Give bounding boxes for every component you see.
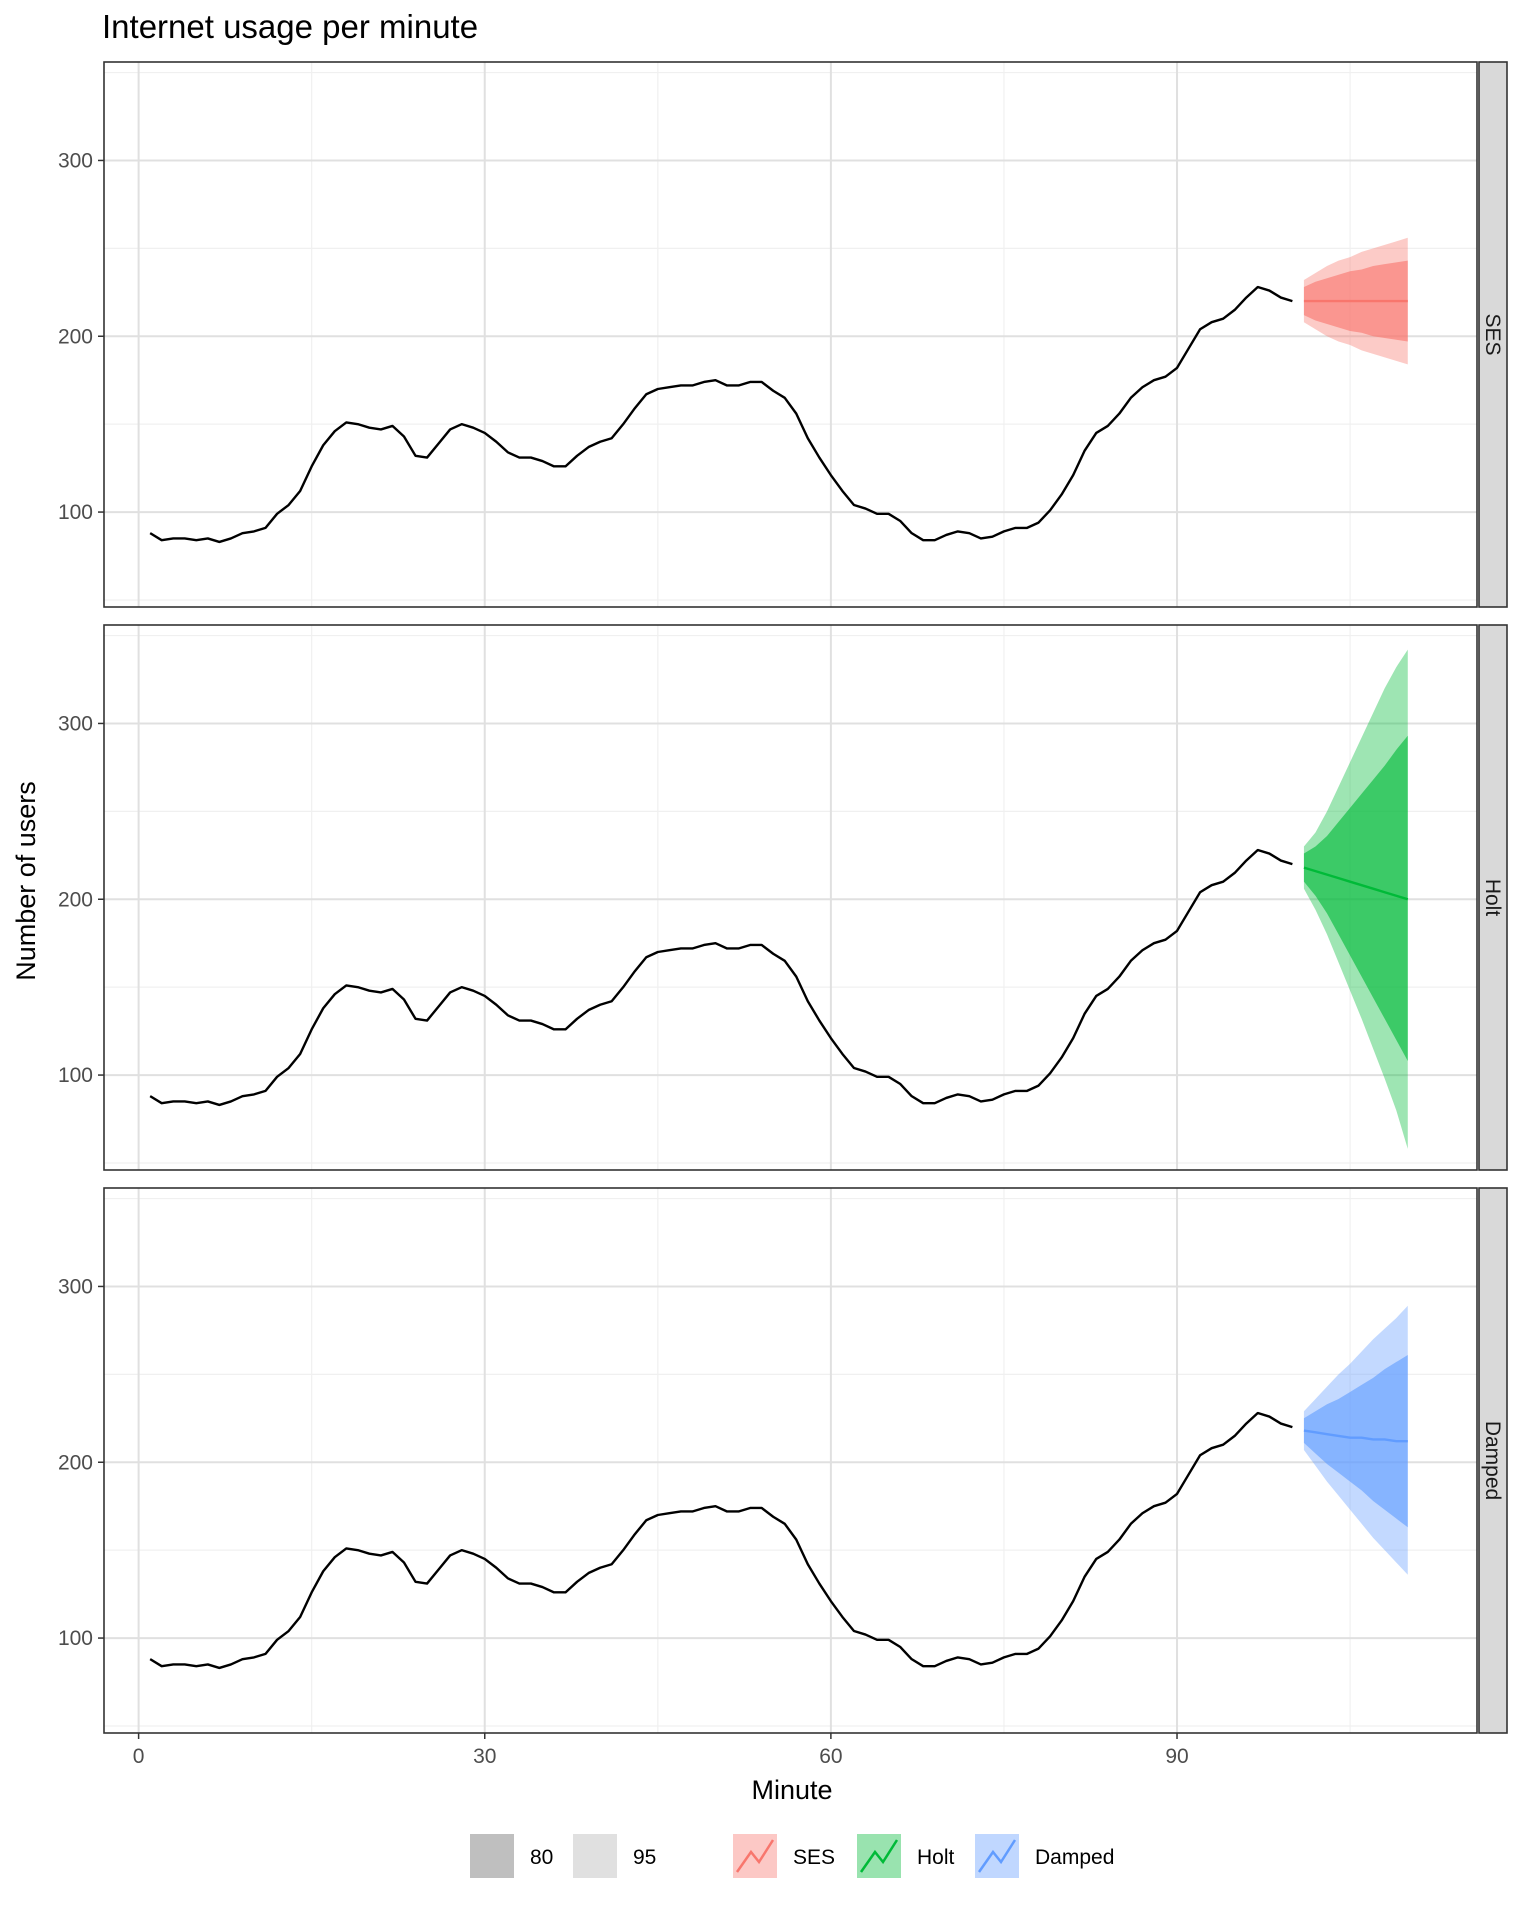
x-tick-label: 0 xyxy=(133,1745,145,1768)
facet-label: Damped xyxy=(1481,1421,1504,1500)
y-tick-label: 100 xyxy=(58,501,93,524)
y-axis-title: Number of users xyxy=(11,781,41,981)
y-tick-label: 200 xyxy=(58,888,93,911)
y-tick-label: 300 xyxy=(58,712,93,735)
x-tick-label: 30 xyxy=(473,1745,496,1768)
facet-panels: 100 200 300 SES 100 200 300 Holt 100 200 300 Damped xyxy=(58,61,1508,1734)
legend-label-series: SES xyxy=(793,1846,835,1869)
panel-background xyxy=(104,62,1477,607)
x-tick-label: 60 xyxy=(819,1745,842,1768)
observed-line xyxy=(149,848,1293,1107)
legend-key-holt xyxy=(857,1834,901,1878)
legend-label-series: Damped xyxy=(1035,1846,1114,1869)
y-tick-label: 200 xyxy=(58,325,93,348)
panel-ses: 100 200 300 SES xyxy=(58,61,1508,608)
observed-line xyxy=(149,285,1293,544)
forecast-mean-line xyxy=(1303,866,1409,901)
facet-strip xyxy=(1478,61,1508,608)
facet-strip xyxy=(1478,624,1508,1171)
facet-label: Holt xyxy=(1481,879,1504,917)
y-tick-label: 100 xyxy=(58,1627,93,1650)
legend-key-line xyxy=(977,1839,1017,1873)
facet-label: SES xyxy=(1481,313,1504,355)
panel-background xyxy=(104,625,1477,1170)
legend-key-line xyxy=(859,1839,899,1873)
y-tick-label: 100 xyxy=(58,1064,93,1087)
x-axis: 0 30 60 90 xyxy=(133,1733,1189,1768)
observed-line xyxy=(149,1411,1293,1670)
interval-80-band xyxy=(1303,1355,1408,1528)
y-tick-label: 300 xyxy=(58,149,93,172)
panel-holt: 100 200 300 Holt xyxy=(58,624,1508,1171)
forecast-mean-line xyxy=(1303,1429,1408,1443)
facet-strip xyxy=(1478,1187,1508,1734)
legend-key-level-80 xyxy=(470,1834,514,1878)
y-tick-label: 200 xyxy=(58,1451,93,1474)
x-axis-title: Minute xyxy=(751,1775,832,1805)
y-tick-label: 300 xyxy=(58,1275,93,1298)
legend-key-ses xyxy=(733,1834,777,1878)
legend-key-level-95 xyxy=(573,1834,617,1878)
panel-background xyxy=(104,1188,1477,1733)
legend-label-series: Holt xyxy=(917,1846,955,1869)
panel-damped: 100 200 300 Damped xyxy=(58,1187,1508,1734)
legend: 80 95 SES Holt Damped xyxy=(470,1834,1114,1878)
interval-80-band xyxy=(1303,735,1408,1061)
panel-border xyxy=(103,1187,1478,1734)
panel-border xyxy=(103,624,1478,1171)
legend-key-damped xyxy=(975,1834,1019,1878)
legend-key-line xyxy=(735,1839,775,1873)
panel-border xyxy=(103,61,1478,608)
x-tick-label: 90 xyxy=(1165,1745,1188,1768)
legend-label-level: 80 xyxy=(530,1846,553,1869)
chart-title: Internet usage per minute xyxy=(102,8,478,45)
legend-label-level: 95 xyxy=(633,1846,656,1869)
